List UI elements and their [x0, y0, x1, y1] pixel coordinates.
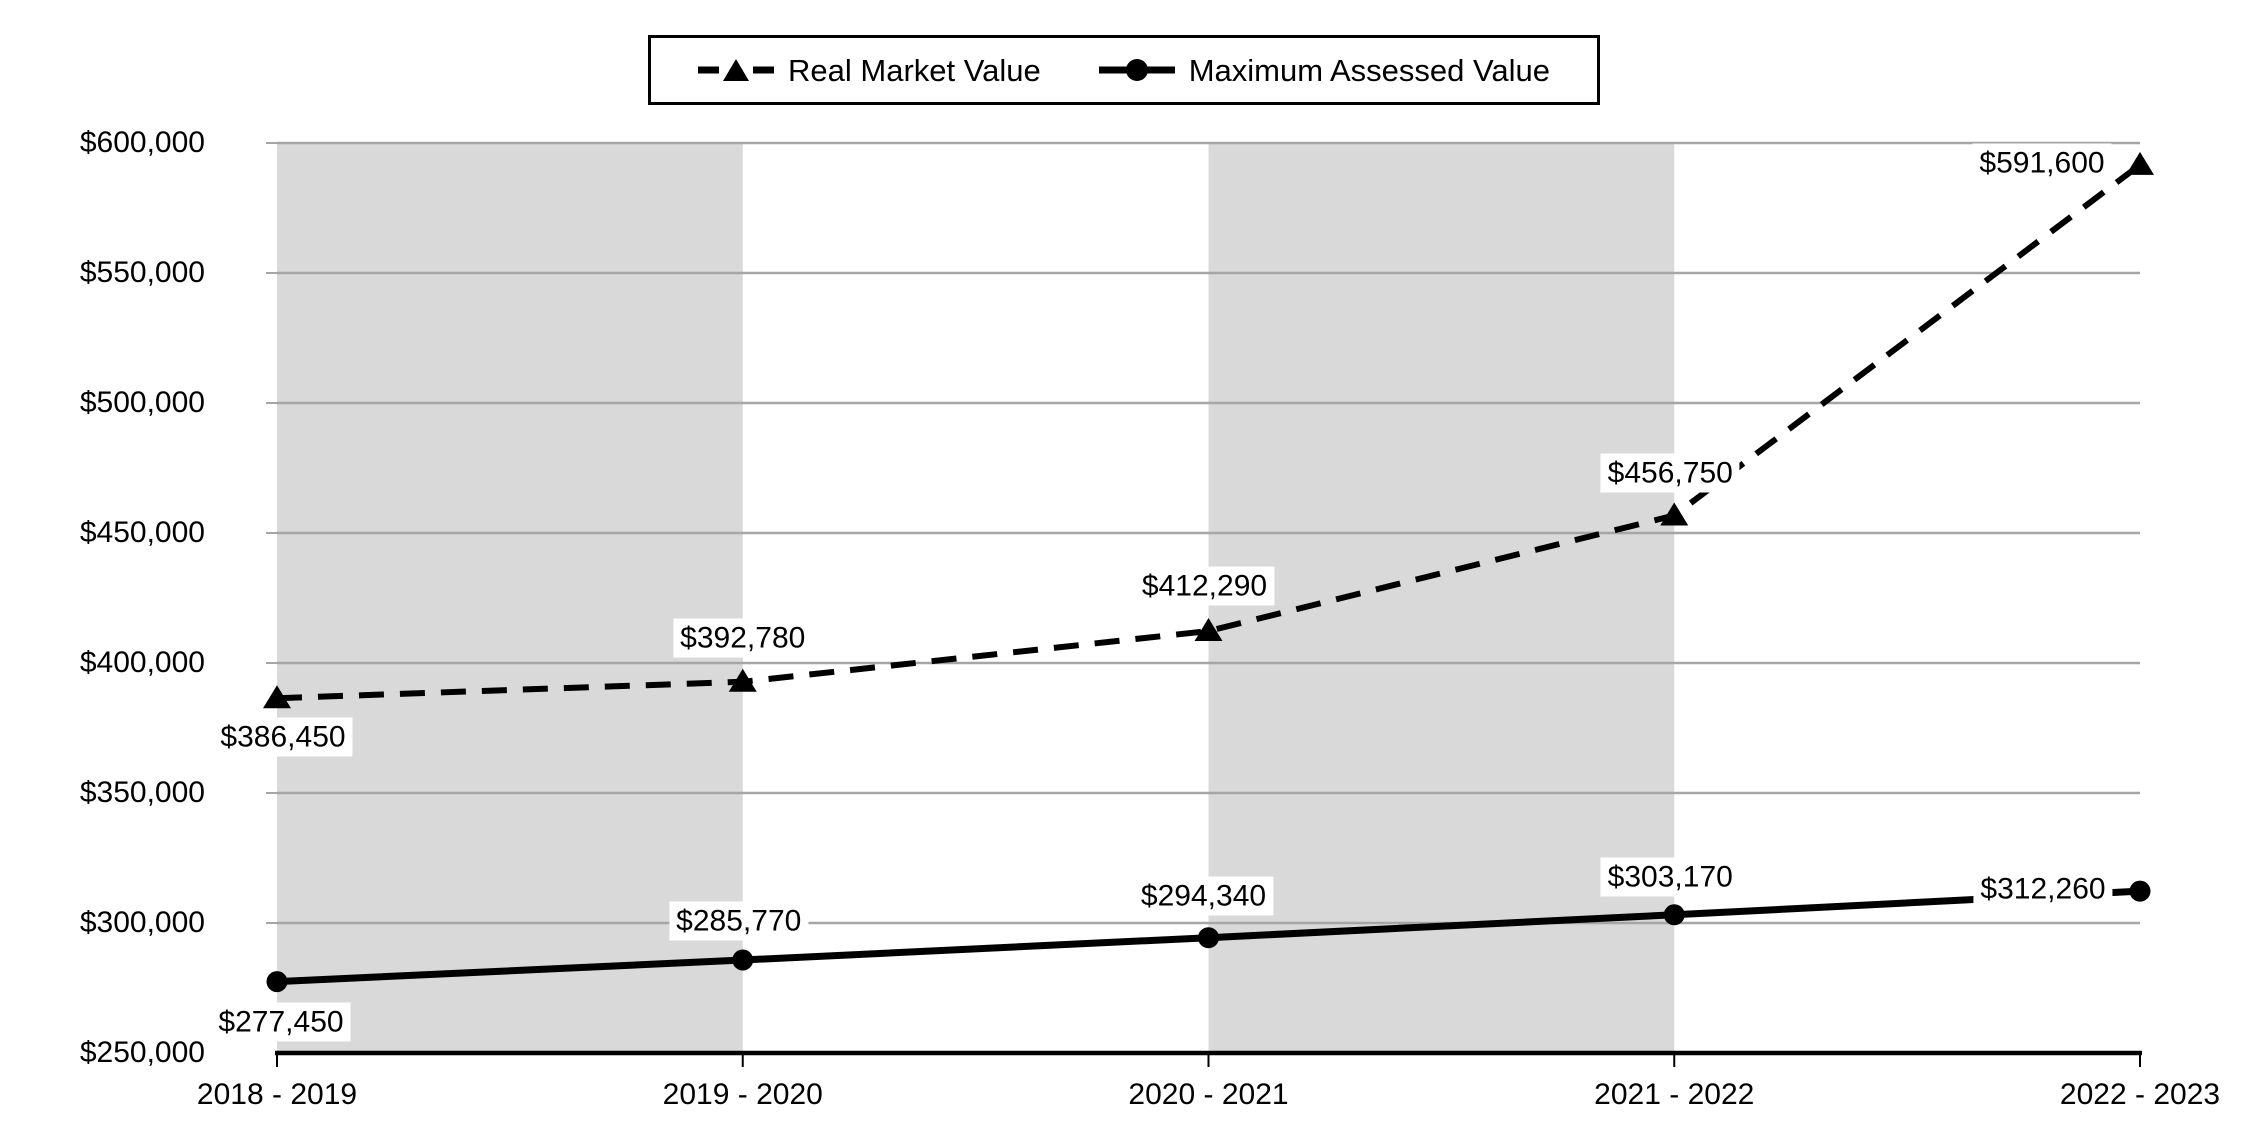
y-axis-tick-label: $550,000 [79, 256, 205, 289]
triangle-marker [2126, 151, 2154, 175]
solid-line-circle-marker-icon [1098, 59, 1175, 81]
y-axis-tick-label: $500,000 [79, 386, 205, 419]
x-axis-tick-label: 2019 - 2020 [662, 1078, 823, 1111]
shaded-band [277, 143, 743, 1053]
x-axis-tick-label: 2020 - 2021 [1128, 1078, 1289, 1111]
triangle-marker [263, 685, 291, 709]
dashed-line-triangle-marker-icon [698, 59, 775, 81]
legend-label: Real Market Value [788, 52, 1041, 88]
x-axis-tick-label: 2022 - 2023 [2059, 1078, 2221, 1111]
y-axis-tick-label: $400,000 [79, 646, 205, 679]
legend-item-maximum-assessed-value: Maximum Assessed Value [1098, 52, 1550, 88]
x-axis-tick-label: 2021 - 2022 [1594, 1078, 1755, 1111]
data-label: $285,770 [669, 901, 809, 941]
y-axis-tick-label: $300,000 [79, 906, 205, 939]
circle-marker [266, 971, 288, 993]
series-line-real-market-value [276, 162, 2142, 702]
triangle-marker [728, 668, 757, 692]
triangle-marker [1194, 618, 1223, 642]
data-label: $456,750 [1600, 453, 1740, 493]
y-axis-tick-label: $250,000 [79, 1036, 205, 1069]
data-label: $277,450 [211, 1002, 351, 1042]
x-axis-tick-label: 2018 - 2019 [196, 1078, 358, 1111]
circle-marker [1198, 927, 1219, 949]
circle-marker [2129, 880, 2151, 902]
legend-label: Maximum Assessed Value [1188, 52, 1550, 88]
circle-marker [732, 949, 754, 971]
y-axis-tick-label: $600,000 [79, 126, 205, 159]
circle-marker [1663, 904, 1685, 926]
y-axis-tick-label: $450,000 [79, 516, 205, 549]
data-label: $294,340 [1133, 876, 1274, 916]
triangle-marker [1660, 502, 1689, 526]
data-label: $412,290 [1134, 566, 1275, 606]
data-label: $386,450 [213, 717, 353, 757]
data-label: $591,600 [1972, 143, 2112, 183]
y-axis-tick-label: $350,000 [79, 776, 205, 809]
shaded-band [1208, 143, 1675, 1053]
data-label: $303,170 [1600, 857, 1740, 897]
legend-item-real-market-value: Real Market Value [698, 55, 1041, 86]
legend: Real Market Value Maximum Assessed Value [648, 35, 1600, 105]
data-label: $392,780 [673, 618, 813, 658]
data-label: $312,260 [1973, 869, 2113, 909]
